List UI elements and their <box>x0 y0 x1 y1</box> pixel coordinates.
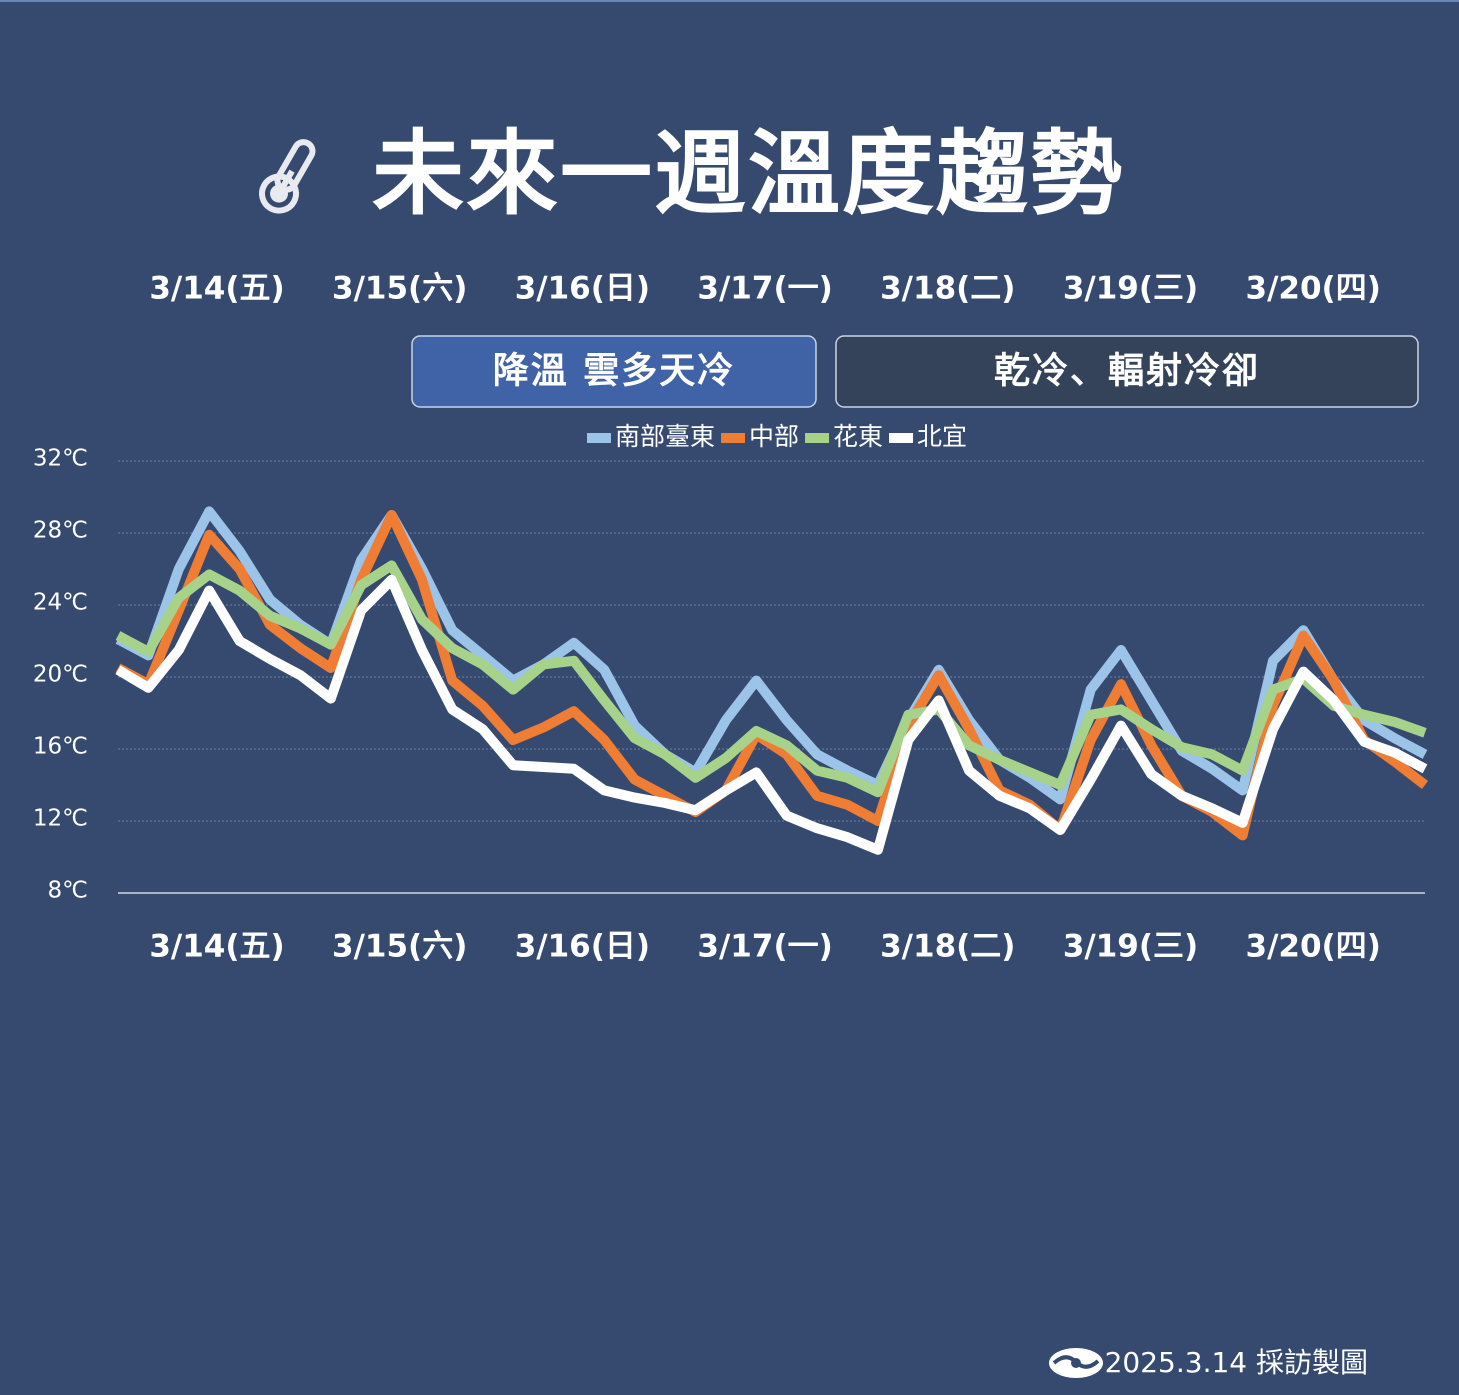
y-tick-label: 8℃ <box>48 878 88 904</box>
banner-text: 乾冷、輻射冷卻 <box>994 351 1260 392</box>
legend-label: 南部臺東 <box>615 422 715 451</box>
y-tick-label: 16℃ <box>33 734 88 760</box>
banner-box <box>835 335 1419 408</box>
legend-label: 花東 <box>833 422 883 451</box>
top-border <box>0 0 1459 2</box>
day-label: 3/14(五) <box>149 271 284 307</box>
legend-swatch <box>889 433 914 443</box>
y-tick-label: 20℃ <box>33 662 88 688</box>
day-label: 3/17(一) <box>697 271 832 307</box>
day-label: 3/18(二) <box>880 271 1015 307</box>
y-tick-label: 28℃ <box>33 518 88 544</box>
banner-box <box>411 335 817 408</box>
legend-swatch <box>805 433 830 443</box>
day-label: 3/20(四) <box>1246 271 1381 307</box>
logo <box>1049 1348 1103 1378</box>
day-label: 3/15(六) <box>332 929 467 965</box>
thermometer-icon <box>259 139 316 214</box>
day-label: 3/19(三) <box>1063 929 1198 965</box>
day-label: 3/15(六) <box>332 271 467 307</box>
day-label: 3/14(五) <box>149 929 284 965</box>
y-tick-label: 12℃ <box>33 806 88 832</box>
legend-label: 北宜 <box>917 422 967 451</box>
banner-text: 降溫 雲多天冷 <box>493 351 736 392</box>
footer-credit: 2025.3.14 採訪製圖 <box>1105 1346 1368 1379</box>
day-label: 3/20(四) <box>1246 929 1381 965</box>
day-label: 3/17(一) <box>697 929 832 965</box>
y-tick-label: 24℃ <box>33 590 88 616</box>
day-label: 3/16(日) <box>515 271 650 307</box>
day-label: 3/18(二) <box>880 929 1015 965</box>
day-label: 3/16(日) <box>515 929 650 965</box>
day-label: 3/19(三) <box>1063 271 1198 307</box>
series-line <box>115 560 1427 798</box>
legend-label: 中部 <box>749 422 799 451</box>
series-line <box>115 574 1428 855</box>
legend-swatch <box>721 433 746 443</box>
y-tick-label: 32℃ <box>33 446 88 472</box>
legend-swatch <box>587 433 611 443</box>
chart-title: 未來一週溫度趨勢 <box>372 120 1124 227</box>
